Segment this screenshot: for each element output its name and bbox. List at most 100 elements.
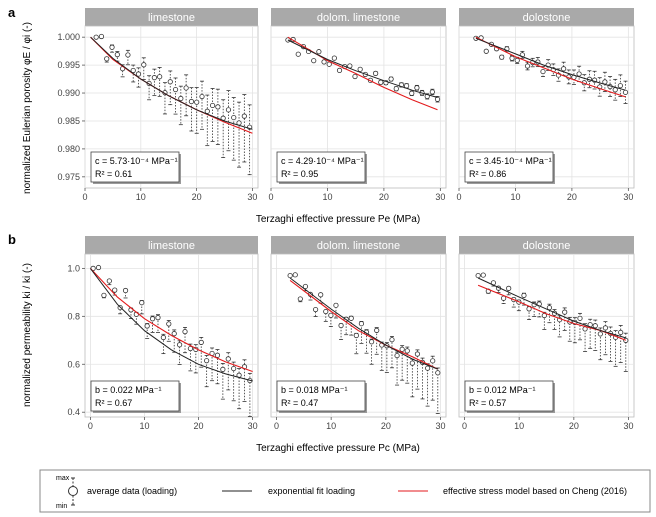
legend-model-label: effective stress model based on Cheng (2… xyxy=(443,486,627,496)
data-point xyxy=(188,98,195,105)
annotation-box xyxy=(90,380,180,412)
data-point xyxy=(312,306,319,313)
x-tick-label: 20 xyxy=(194,421,204,431)
data-point xyxy=(509,55,515,61)
data-point xyxy=(524,63,531,69)
x-tick-label: 0 xyxy=(82,192,87,202)
data-point xyxy=(139,300,145,306)
data-point xyxy=(414,351,421,357)
data-point xyxy=(104,56,110,62)
facet-b-0: limestone 0 10 20 30 0.4 0.6 0.8 1.0 b = 0.022 MP… xyxy=(67,236,259,431)
data-point xyxy=(618,329,624,336)
data-point xyxy=(177,342,183,348)
x-tick-label: 30 xyxy=(435,192,445,202)
legend-max-label: max xyxy=(56,475,70,482)
data-point xyxy=(348,315,354,321)
annotation-coefficient: b = 0.018 MPa⁻¹ xyxy=(281,385,348,395)
facet-strip xyxy=(85,236,258,254)
panel-a-x-axis-title: Terzaghi effective pressure Pe (MPa) xyxy=(256,214,420,225)
legend-frame xyxy=(39,469,651,513)
data-point xyxy=(404,348,410,354)
x-tick-label: 30 xyxy=(624,421,634,431)
data-point xyxy=(336,67,343,73)
x-tick-label: 0 xyxy=(268,192,273,202)
facet-strip-label: dolom. limestone xyxy=(317,12,400,24)
data-point xyxy=(215,104,221,110)
facet-b-1: dolom. limestone 0 10 20 30 b = 0.018 MPa⁻¹ R²… xyxy=(270,236,447,431)
data-point xyxy=(475,272,481,279)
data-point xyxy=(358,321,365,327)
annotation-r-squared: R² = 0.95 xyxy=(281,169,318,179)
data-point xyxy=(373,70,379,76)
facet-strip xyxy=(271,236,446,254)
data-point xyxy=(480,272,486,278)
facet-strip-label: dolom. limestone xyxy=(317,240,400,252)
data-point xyxy=(357,66,363,72)
data-point xyxy=(160,334,166,341)
data-point xyxy=(409,360,415,366)
annotation-r-squared: R² = 0.47 xyxy=(281,398,318,408)
facet-strip xyxy=(459,236,634,254)
data-point xyxy=(499,54,505,60)
x-tick-label: 30 xyxy=(248,421,258,431)
data-point xyxy=(241,113,247,119)
y-tick-label: 1.000 xyxy=(57,32,80,42)
facet-strip xyxy=(85,8,258,26)
fit-curve xyxy=(477,277,626,339)
facet-strip-label: limestone xyxy=(148,12,195,24)
data-point xyxy=(182,329,188,335)
x-tick-label: 20 xyxy=(192,192,202,202)
fit-curve xyxy=(90,268,253,382)
y-tick-label: 0.995 xyxy=(57,60,80,70)
annotation-box xyxy=(276,380,366,412)
data-point xyxy=(130,67,136,74)
data-point xyxy=(101,292,107,298)
data-point xyxy=(326,61,332,67)
annotation-r-squared: R² = 0.86 xyxy=(469,169,506,179)
data-point xyxy=(430,358,436,364)
data-point xyxy=(393,86,399,92)
data-point xyxy=(135,71,142,77)
data-point xyxy=(287,272,293,279)
data-point xyxy=(414,85,420,91)
annotation-r-squared: R² = 0.57 xyxy=(469,398,506,408)
data-point xyxy=(198,339,204,345)
data-point xyxy=(93,34,99,40)
x-tick-label: 10 xyxy=(514,421,524,431)
data-point xyxy=(144,323,150,329)
data-point xyxy=(157,74,163,80)
data-point xyxy=(338,322,344,329)
data-point xyxy=(220,366,226,372)
model-curve xyxy=(475,36,626,98)
x-tick-label: 10 xyxy=(326,421,336,431)
facet-strip-label: dolostone xyxy=(523,12,571,24)
data-point xyxy=(295,51,301,57)
facet-a-0: limestone 0 10 20 30 0.975 0.980 0.985 0.990 0.99… xyxy=(57,8,259,202)
data-point xyxy=(149,316,156,322)
x-tick-label: 0 xyxy=(274,421,279,431)
y-tick-label: 0.985 xyxy=(57,116,80,126)
legend-min-label: min xyxy=(56,503,67,510)
data-point xyxy=(562,309,568,315)
data-point xyxy=(225,356,231,362)
data-point xyxy=(429,89,435,95)
panel-a-letter: a xyxy=(8,5,16,20)
data-point xyxy=(178,95,184,102)
data-point xyxy=(297,296,303,302)
fit-curve xyxy=(475,37,626,91)
x-tick-label: 20 xyxy=(569,421,579,431)
panel-a: limestone 0 10 20 30 0.975 0.980 0.985 0.990 0.99… xyxy=(57,8,635,202)
x-tick-label: 20 xyxy=(379,192,389,202)
model-curve xyxy=(89,268,253,373)
data-point xyxy=(617,83,623,89)
annotation-r-squared: R² = 0.67 xyxy=(95,398,132,408)
x-tick-label: 10 xyxy=(510,192,520,202)
annotation-r-squared: R² = 0.61 xyxy=(95,169,132,179)
data-point xyxy=(214,352,221,358)
data-point xyxy=(389,337,395,343)
data-point xyxy=(597,331,603,337)
data-point xyxy=(141,62,147,68)
annotation-box xyxy=(276,151,366,183)
x-tick-label: 10 xyxy=(139,421,149,431)
annotation-coefficient: c = 5.73·10⁻⁴ MPa⁻¹ xyxy=(95,156,178,166)
